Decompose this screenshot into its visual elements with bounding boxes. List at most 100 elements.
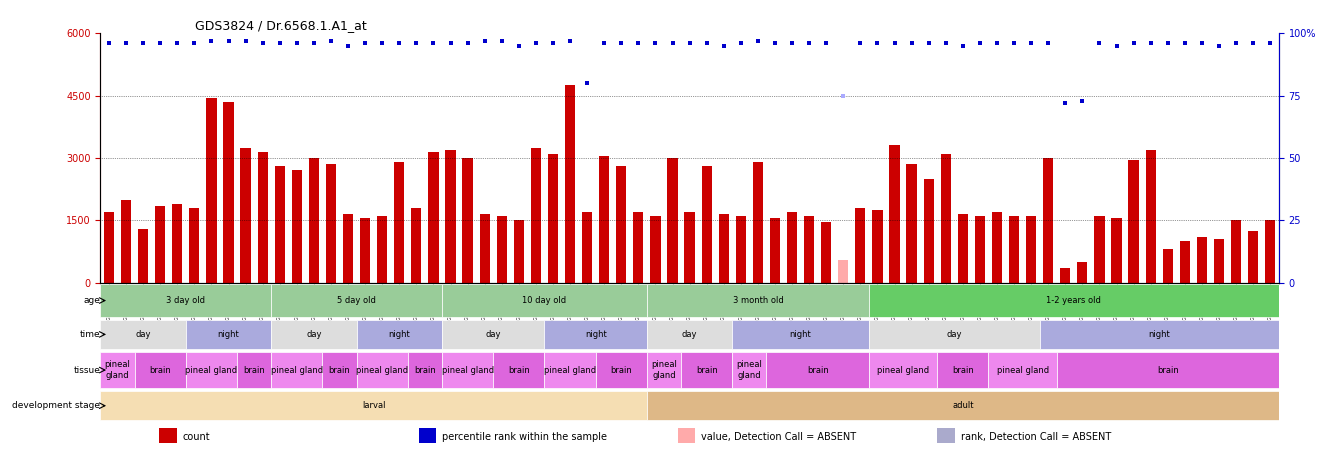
Bar [937, 428, 955, 443]
Text: pineal
gland: pineal gland [736, 360, 762, 380]
Text: pineal
gland: pineal gland [104, 360, 130, 380]
Bar [206, 98, 217, 283]
Bar [121, 200, 131, 283]
Bar [678, 428, 695, 443]
FancyBboxPatch shape [442, 320, 545, 349]
FancyBboxPatch shape [937, 352, 988, 388]
Text: value, Detection Call = ABSENT: value, Detection Call = ABSENT [702, 432, 857, 442]
Bar [651, 216, 660, 283]
FancyBboxPatch shape [869, 352, 937, 388]
FancyBboxPatch shape [186, 352, 237, 388]
FancyBboxPatch shape [186, 320, 272, 349]
FancyBboxPatch shape [356, 320, 442, 349]
Text: brain: brain [328, 365, 351, 374]
Bar [1111, 218, 1122, 283]
Bar [735, 216, 746, 283]
Bar [360, 218, 371, 283]
Text: tissue: tissue [74, 365, 100, 374]
FancyBboxPatch shape [647, 391, 1279, 420]
Bar [1180, 241, 1190, 283]
Text: night: night [218, 330, 240, 339]
Bar [428, 152, 439, 283]
Text: brain: brain [244, 365, 265, 374]
FancyBboxPatch shape [272, 352, 323, 388]
FancyBboxPatch shape [647, 320, 732, 349]
Bar [274, 166, 285, 283]
Bar [292, 171, 301, 283]
FancyBboxPatch shape [545, 352, 596, 388]
Bar [1060, 268, 1070, 283]
Bar [138, 228, 149, 283]
Bar [616, 166, 627, 283]
Text: 3 month old: 3 month old [732, 296, 783, 305]
Text: day: day [682, 330, 698, 339]
Bar [889, 146, 900, 283]
Bar [224, 102, 233, 283]
Bar [514, 220, 524, 283]
Text: brain: brain [150, 365, 171, 374]
Text: pineal gland: pineal gland [877, 365, 929, 374]
FancyBboxPatch shape [100, 352, 135, 388]
Bar [497, 216, 507, 283]
Text: pineal gland: pineal gland [270, 365, 323, 374]
Bar [1162, 249, 1173, 283]
Text: brain: brain [952, 365, 973, 374]
Text: 3 day old: 3 day old [166, 296, 205, 305]
Bar [803, 216, 814, 283]
FancyBboxPatch shape [100, 284, 272, 317]
Bar [530, 147, 541, 283]
Bar [1078, 262, 1087, 283]
Bar [462, 158, 473, 283]
FancyBboxPatch shape [869, 284, 1279, 317]
FancyBboxPatch shape [100, 391, 647, 420]
Text: pineal
gland: pineal gland [651, 360, 678, 380]
Bar [667, 158, 678, 283]
Bar [1197, 237, 1206, 283]
Bar [419, 428, 437, 443]
FancyBboxPatch shape [135, 352, 186, 388]
FancyBboxPatch shape [442, 284, 647, 317]
Bar [924, 179, 933, 283]
Bar [1026, 216, 1036, 283]
FancyBboxPatch shape [647, 352, 682, 388]
Text: pineal gland: pineal gland [442, 365, 494, 374]
Bar [838, 260, 849, 283]
Bar [907, 164, 917, 283]
FancyBboxPatch shape [732, 352, 766, 388]
Bar [479, 214, 490, 283]
Text: GDS3824 / Dr.6568.1.A1_at: GDS3824 / Dr.6568.1.A1_at [194, 19, 367, 32]
Text: larval: larval [362, 401, 386, 410]
Text: time: time [80, 330, 100, 339]
FancyBboxPatch shape [323, 352, 356, 388]
Text: night: night [1149, 330, 1170, 339]
Bar [343, 214, 353, 283]
Bar [1231, 220, 1241, 283]
Text: brain: brain [807, 365, 829, 374]
Text: day: day [486, 330, 501, 339]
FancyBboxPatch shape [272, 320, 356, 349]
Text: percentile rank within the sample: percentile rank within the sample [442, 432, 607, 442]
Text: day: day [307, 330, 321, 339]
FancyBboxPatch shape [682, 352, 732, 388]
Text: adult: adult [952, 401, 973, 410]
Bar [787, 212, 797, 283]
FancyBboxPatch shape [356, 352, 408, 388]
Bar [582, 212, 592, 283]
Text: pineal gland: pineal gland [544, 365, 596, 374]
Bar [975, 216, 986, 283]
Text: night: night [585, 330, 607, 339]
FancyBboxPatch shape [596, 352, 647, 388]
Text: brain: brain [1157, 365, 1178, 374]
Bar [1129, 160, 1138, 283]
Bar [872, 210, 882, 283]
Text: pineal gland: pineal gland [996, 365, 1048, 374]
FancyBboxPatch shape [100, 320, 186, 349]
FancyBboxPatch shape [1056, 352, 1279, 388]
Text: night: night [790, 330, 811, 339]
Bar [1248, 231, 1259, 283]
Bar [189, 208, 200, 283]
Bar [411, 208, 422, 283]
Text: 10 day old: 10 day old [522, 296, 566, 305]
Bar [104, 212, 114, 283]
FancyBboxPatch shape [647, 284, 869, 317]
